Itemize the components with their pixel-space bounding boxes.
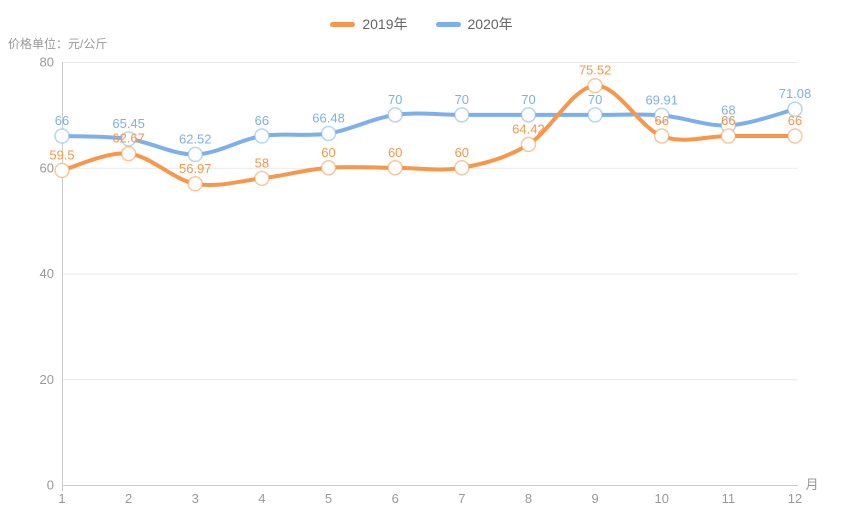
value-label-2019年-7: 60 [455, 145, 469, 160]
value-label-2020年-3: 62.52 [179, 131, 212, 146]
value-label-2019年-12: 66 [788, 113, 802, 128]
value-label-2019年-4: 58 [255, 155, 269, 170]
x-tick-label: 4 [258, 491, 265, 506]
x-tick-label: 10 [654, 491, 668, 506]
x-tick-label: 3 [192, 491, 199, 506]
x-tick-label: 9 [591, 491, 598, 506]
data-point-2020年-6[interactable] [387, 107, 403, 123]
data-point-2019年-7[interactable] [454, 160, 470, 176]
data-point-2019年-10[interactable] [653, 128, 670, 144]
value-label-2020年-7: 70 [455, 92, 469, 107]
x-axis-name: 月 [805, 477, 818, 492]
y-tick-label: 80 [40, 55, 54, 70]
value-label-2020年-1: 66 [55, 113, 69, 128]
legend-item-2020[interactable]: 2020年 [435, 14, 513, 34]
data-point-2019年-5[interactable] [320, 160, 337, 176]
x-tick-label: 12 [788, 491, 802, 506]
value-label-2019年-10: 66 [654, 113, 668, 128]
data-point-2019年-8[interactable] [520, 136, 537, 153]
legend-label-2020: 2020年 [467, 16, 513, 32]
y-tick-label: 40 [40, 266, 54, 281]
value-label-2019年-11: 66 [721, 113, 735, 128]
data-point-2020年-8[interactable] [520, 107, 537, 123]
x-tick-label: 6 [392, 491, 399, 506]
x-tick-label: 1 [58, 491, 65, 506]
value-label-2019年-5: 60 [321, 145, 335, 160]
legend-marker-2019-icon [330, 21, 356, 27]
x-tick-label: 11 [722, 491, 736, 506]
value-label-2020年-4: 66 [255, 113, 269, 128]
series-line-2019年 [60, 83, 797, 188]
x-tick-label: 5 [325, 491, 332, 506]
data-point-2020年-12[interactable] [787, 101, 803, 117]
data-point-2020年-10[interactable] [653, 107, 670, 124]
x-tick-label: 7 [458, 491, 465, 506]
value-label-2020年-8: 70 [521, 92, 535, 107]
legend-item-2019[interactable]: 2019年 [330, 14, 408, 34]
data-point-2019年-6[interactable] [387, 160, 403, 176]
y-tick-label: 20 [40, 372, 54, 387]
data-point-2020年-4[interactable] [254, 128, 270, 144]
value-label-2020年-9: 70 [588, 92, 602, 107]
legend: 2019年 2020年 [0, 14, 843, 34]
value-label-2019年-1: 59.5 [49, 147, 74, 162]
value-label-2020年-5: 66.48 [312, 110, 345, 125]
data-point-2020年-1[interactable] [54, 128, 70, 144]
value-label-2019年-2: 62.67 [112, 131, 145, 146]
y-tick-label: 60 [40, 160, 54, 175]
data-point-2020年-3[interactable] [187, 146, 204, 163]
data-point-2019年-9[interactable] [587, 77, 603, 94]
value-label-2020年-10: 69.91 [645, 92, 678, 107]
data-point-2019年-1[interactable] [54, 162, 70, 179]
data-point-2020年-9[interactable] [587, 107, 603, 123]
x-tick-label: 8 [525, 491, 532, 506]
data-point-2020年-7[interactable] [454, 107, 470, 123]
y-axis-unit-label: 价格单位：元/公斤 [8, 37, 108, 51]
value-label-2019年-8: 64.42 [512, 121, 545, 136]
data-point-2019年-2[interactable] [120, 145, 137, 162]
legend-label-2019: 2019年 [362, 16, 408, 32]
legend-marker-2020-icon [435, 21, 461, 27]
data-point-2020年-5[interactable] [320, 125, 337, 142]
value-label-2020年-6: 70 [388, 92, 402, 107]
y-tick-label: 0 [47, 478, 54, 493]
value-label-2019年-3: 56.97 [179, 161, 212, 176]
x-tick-label: 2 [125, 491, 132, 506]
data-point-2019年-4[interactable] [254, 170, 270, 187]
data-point-2019年-3[interactable] [187, 176, 204, 192]
data-point-2019年-11[interactable] [720, 128, 737, 144]
data-point-2019年-12[interactable] [787, 128, 803, 144]
value-label-2019年-6: 60 [388, 145, 402, 160]
value-label-2020年-2: 65.45 [112, 116, 145, 131]
value-label-2020年-11: 68 [721, 102, 735, 117]
value-label-2019年-9: 75.52 [579, 63, 612, 78]
series-line-2020年 [60, 107, 797, 157]
value-label-2020年-12: 71.08 [779, 86, 812, 101]
